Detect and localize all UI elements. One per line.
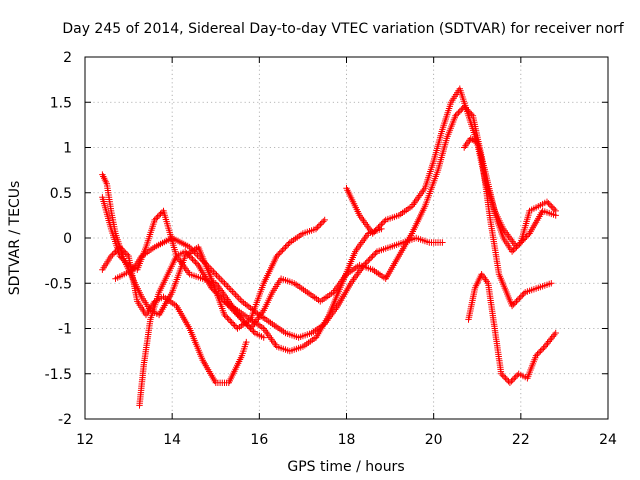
x-tick-label: 18 [338, 432, 356, 448]
y-tick-label: 1 [63, 141, 72, 157]
series-satellite-track-c [99, 243, 250, 386]
y-tick-label: 2 [63, 50, 72, 66]
chart-title: Day 245 of 2014, Sidereal Day-to-day VTE… [62, 21, 624, 37]
y-tick-label: 1.5 [50, 95, 72, 111]
series-satellite-track-i [461, 135, 559, 255]
y-tick-label: 0.5 [50, 186, 72, 202]
series-satellite-track-e [136, 225, 385, 409]
plot-frame [84, 56, 609, 420]
grid [85, 57, 608, 419]
x-tick-label: 16 [250, 432, 268, 448]
x-tick-label: 20 [425, 432, 443, 448]
series-markers [99, 171, 328, 332]
x-tick-label: 22 [512, 432, 530, 448]
series-satellite-track-h [465, 271, 559, 386]
x-tick-label: 14 [163, 432, 181, 448]
y-tick-label: 0 [63, 231, 72, 247]
axis-ticks: 12 14 16 18 20 22 24 -2 -1.5 -1 -0.5 0 0.5 1 1.5 2 [45, 50, 617, 448]
y-tick-label: -0.5 [45, 276, 72, 292]
y-tick-label: -2 [58, 412, 72, 428]
x-tick-label: 12 [76, 432, 94, 448]
x-tick-label: 24 [599, 432, 617, 448]
y-tick-label: -1 [58, 322, 72, 338]
data-series [99, 85, 559, 409]
y-tick-label: -1.5 [45, 367, 72, 383]
y-axis-label: SDTVAR / TECUs [7, 181, 23, 296]
series-satellite-track-a [99, 171, 328, 332]
x-axis-label: GPS time / hours [287, 459, 404, 475]
